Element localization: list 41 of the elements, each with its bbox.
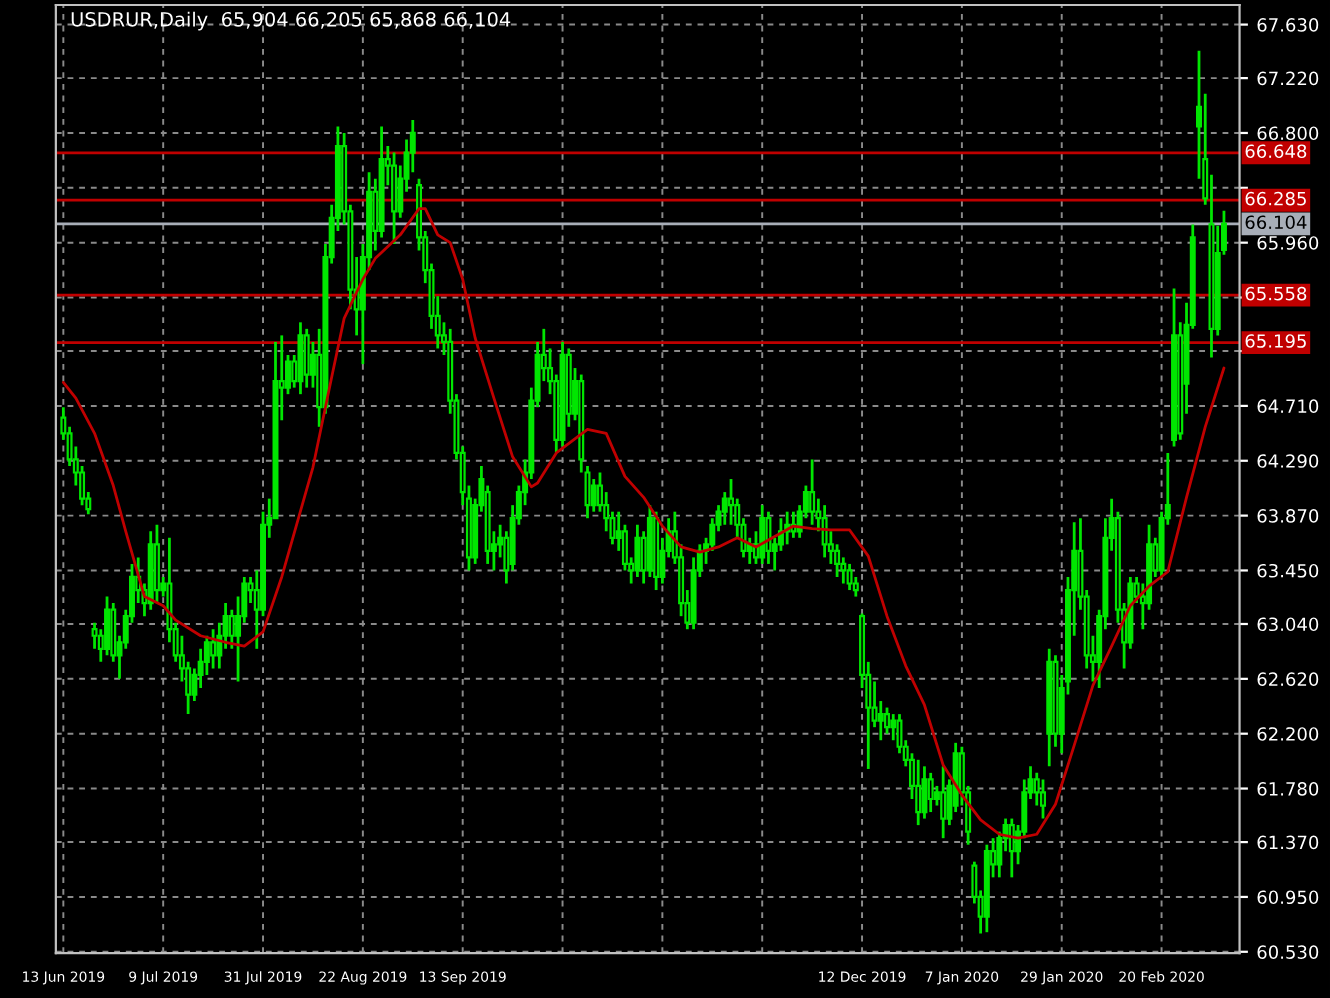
ref-line-label: 65.195 (1245, 334, 1306, 348)
candlestick (809, 458, 816, 527)
y-tick-label: 64.290 (1257, 454, 1319, 468)
candlestick (921, 764, 928, 820)
candlestick (228, 608, 235, 651)
candlestick (391, 151, 398, 246)
candlestick (1008, 817, 1015, 879)
ref-line-label: 66.648 (1245, 144, 1307, 159)
y-tick-label: 60.950 (1257, 890, 1319, 905)
y-tick-label: 67.630 (1257, 18, 1319, 32)
y-tick-label: 64.710 (1257, 399, 1319, 414)
y-tick-label: 62.200 (1257, 727, 1319, 741)
candlestick (297, 320, 304, 396)
candlestick (927, 771, 934, 814)
candlestick (884, 706, 890, 736)
ref-line-label: 65.558 (1245, 286, 1307, 301)
candlestick (1040, 778, 1046, 820)
candlestick (759, 503, 766, 566)
candlestick (821, 503, 828, 559)
candlestick (303, 327, 310, 390)
candlestick (634, 523, 641, 579)
y-tick-label: 66.800 (1257, 126, 1319, 141)
y-tick-label: 61.780 (1257, 782, 1319, 796)
y-tick-label: 63.450 (1257, 563, 1319, 578)
candlestick (153, 523, 160, 605)
candlestick (915, 758, 922, 827)
y-tick-label: 61.370 (1257, 835, 1319, 850)
candlestick (210, 627, 217, 670)
y-tick-label: 60.530 (1257, 945, 1319, 959)
candlestick (940, 764, 947, 840)
y-tick-label: 67.220 (1257, 71, 1319, 86)
ref-line-label: 66.285 (1245, 191, 1306, 206)
ref-line-label: 66.104 (1245, 215, 1307, 230)
candlestick (104, 595, 111, 657)
y-tick-label: 65.960 (1257, 236, 1319, 250)
chart-title: USDRUR,Daily 65,904 66,205 65,868 66,104 (71, 11, 511, 31)
y-tick-label: 63.870 (1257, 509, 1319, 523)
candlestick (846, 562, 853, 592)
candlestick (765, 510, 772, 566)
y-tick-label: 62.620 (1257, 672, 1319, 686)
y-tick-label: 63.040 (1257, 617, 1319, 632)
